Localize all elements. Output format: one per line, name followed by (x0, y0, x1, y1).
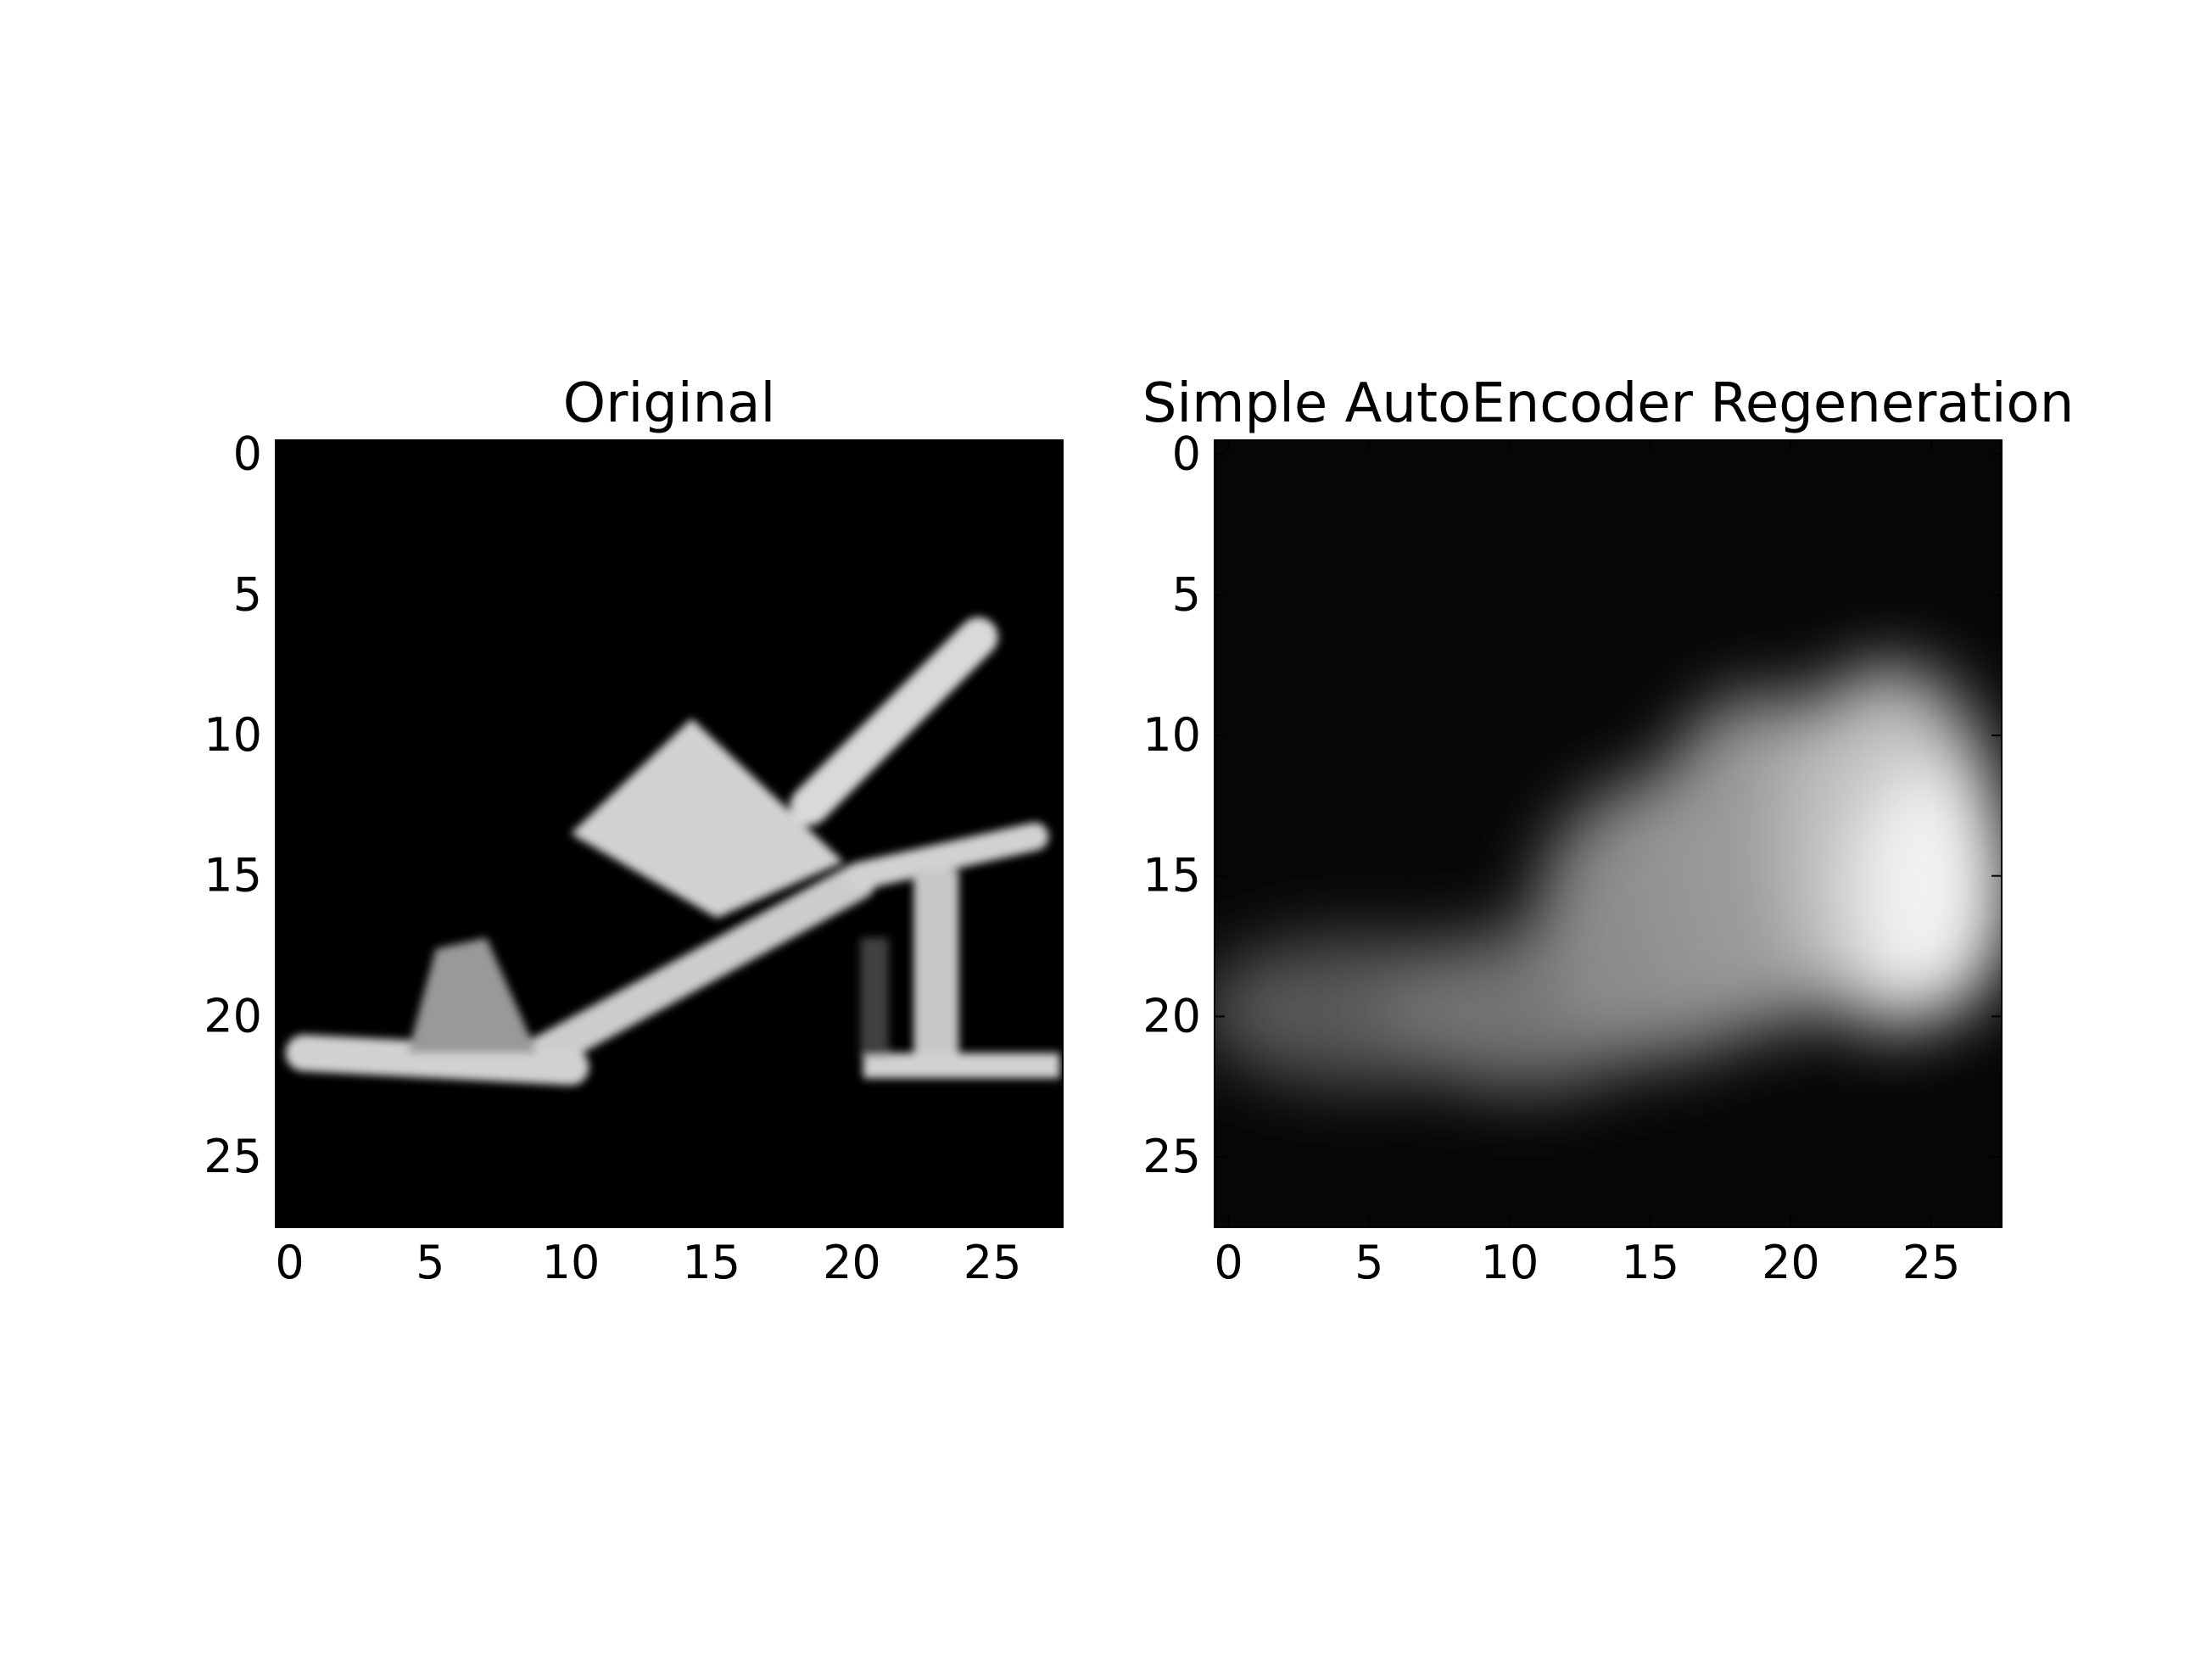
image-shape-blob (1852, 763, 2002, 1017)
y-tick-label: 0 (233, 427, 262, 481)
x-tick-label: 25 (1902, 1236, 1961, 1289)
panel-title: Original (563, 372, 775, 435)
image-shape-rect (913, 870, 959, 1068)
image-shape-polygon (571, 718, 844, 919)
x-tick-label: 25 (964, 1236, 1022, 1289)
axes-frame (275, 439, 1064, 1228)
y-tick-label: 10 (204, 708, 262, 762)
x-tick-label: 20 (823, 1236, 881, 1289)
x-tick-label: 5 (1355, 1236, 1383, 1289)
x-tick-label: 15 (682, 1236, 740, 1289)
y-tick-label: 15 (204, 849, 262, 902)
axes-frame (1214, 439, 2003, 1228)
image-shape-line (285, 1034, 589, 1086)
image-shape-rect (863, 1053, 1060, 1079)
x-tick-label: 15 (1621, 1236, 1679, 1289)
y-tick-label: 5 (1172, 567, 1201, 621)
y-tick-label: 15 (1142, 849, 1201, 902)
x-tick-label: 0 (275, 1236, 304, 1289)
x-tick-label: 0 (1214, 1236, 1243, 1289)
x-tick-label: 10 (1481, 1236, 1539, 1289)
image-shape-polygon (407, 937, 538, 1053)
y-tick-label: 25 (1142, 1130, 1201, 1183)
image-shape-rect (860, 937, 889, 1056)
y-tick-label: 5 (233, 567, 262, 621)
y-tick-label: 25 (204, 1130, 262, 1183)
y-tick-label: 20 (204, 989, 262, 1042)
x-tick-label: 10 (542, 1236, 600, 1289)
original-image (285, 617, 1060, 1086)
reconstruction-image (1215, 665, 2002, 1090)
panel-reconstruction: Simple AutoEncoder Regeneration 0 5 10 15 20… (1142, 372, 2075, 1289)
x-tick-label: 5 (416, 1236, 444, 1289)
y-tick-label: 0 (1172, 427, 1201, 481)
image-shape-line (790, 617, 998, 826)
x-tick-label: 20 (1762, 1236, 1820, 1289)
panel-title: Simple AutoEncoder Regeneration (1142, 372, 2075, 435)
image-shape-line (846, 822, 1049, 891)
y-tick-label: 10 (1142, 708, 1201, 762)
y-tick-label: 20 (1142, 989, 1201, 1042)
image-shape-line (510, 863, 876, 1081)
